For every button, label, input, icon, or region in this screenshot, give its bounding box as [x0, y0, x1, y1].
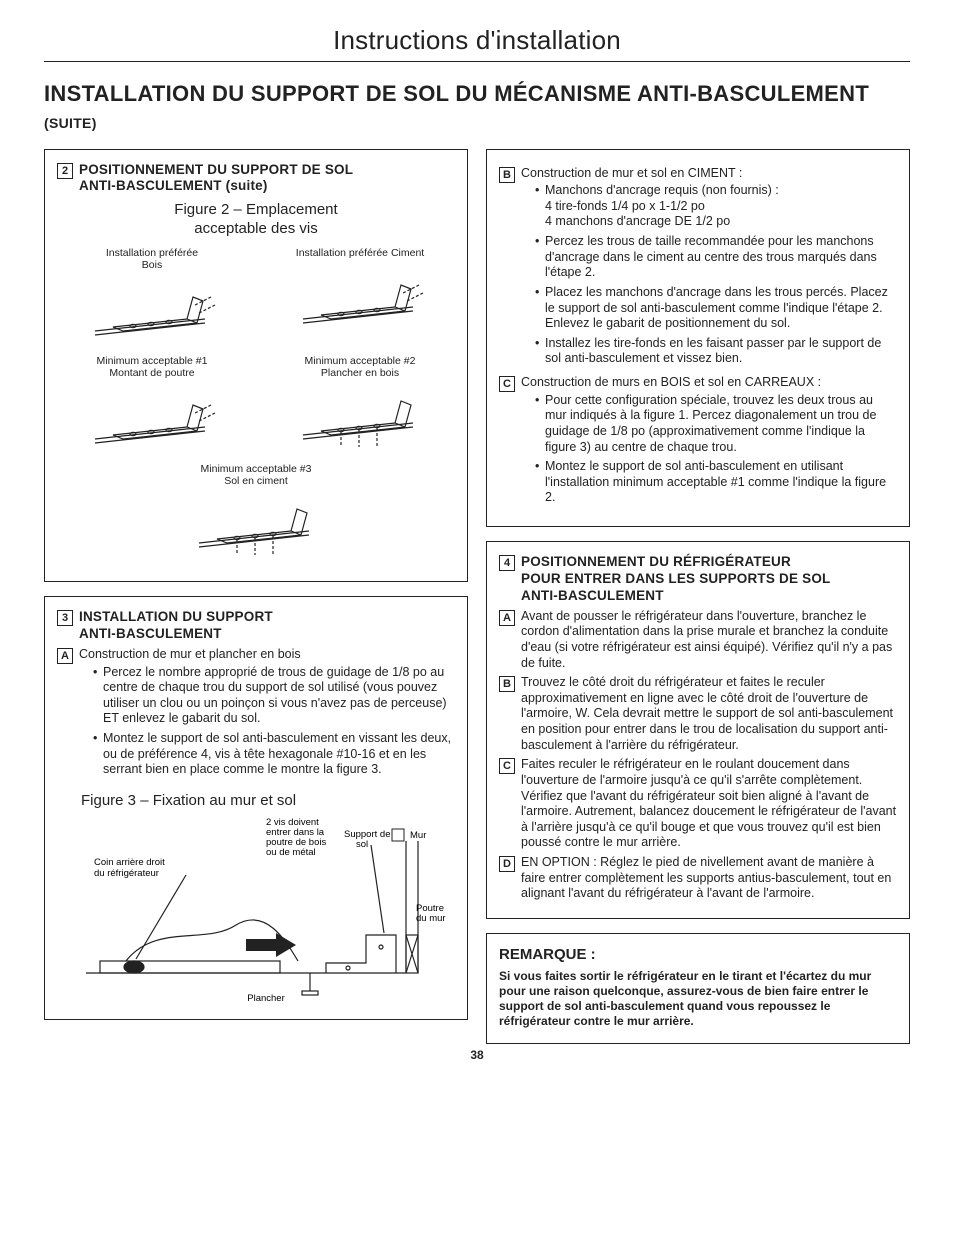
main-heading: INSTALLATION DU SUPPORT DE SOL DU MÉCANI… — [44, 80, 910, 135]
remark-head: REMARQUE : — [499, 946, 897, 965]
title-rule — [44, 61, 910, 62]
fig3-stud-label: Poutre du mur — [416, 903, 446, 924]
bracket-min3-icon — [181, 491, 331, 563]
step3-panel: 3 INSTALLATION DU SUPPORT ANTI-BASCULEME… — [44, 596, 468, 1020]
columns: 2 POSITIONNEMENT DU SUPPORT DE SOL ANTI-… — [44, 149, 910, 1044]
bullet-item: Montez le support de sol anti-basculemen… — [93, 731, 455, 778]
step4-B: B Trouvez le côté droit du réfrigérateur… — [499, 675, 897, 753]
step3-B: B Construction de mur et sol en CIMENT :… — [499, 166, 897, 372]
step4-C-text: Faites reculer le réfrigérateur en le ro… — [521, 757, 897, 851]
step4-C: C Faites reculer le réfrigérateur en le … — [499, 757, 897, 851]
bracket-pref-ciment-icon — [285, 263, 435, 335]
bracket-min1-icon — [77, 383, 227, 455]
step4-D-text: EN OPTION : Réglez le pied de nivellemen… — [521, 855, 897, 902]
step4-A-letter: A — [499, 610, 515, 626]
label-min3: Minimum acceptable #3 Sol en ciment — [57, 463, 455, 487]
step3-C: C Construction de murs en BOIS et sol en… — [499, 375, 897, 510]
label-min1: Minimum acceptable #1 Montant de poutre — [57, 355, 247, 379]
bullet-item: Placez les manchons d'ancrage dans les t… — [535, 285, 897, 332]
figure2-caption: Figure 2 – Emplacement acceptable des vi… — [57, 201, 455, 239]
step4-title-l1: POSITIONNEMENT DU RÉFRIGÉRATEUR — [521, 554, 831, 571]
step4-title-l3: ANTI-BASCULEMENT — [521, 588, 831, 605]
step4-number: 4 — [499, 555, 515, 571]
step2-head: 2 POSITIONNEMENT DU SUPPORT DE SOL ANTI-… — [57, 162, 455, 196]
step4-A-text: Avant de pousser le réfrigérateur dans l… — [521, 609, 897, 672]
bullet-item: Installez les tire-fonds en les faisant … — [535, 336, 897, 367]
step2-title-l2: ANTI-BASCULEMENT (suite) — [79, 178, 353, 195]
step4-D-letter: D — [499, 856, 515, 872]
step3-B-letter: B — [499, 167, 515, 183]
bracket-min2-icon — [285, 383, 435, 455]
bracket-grid: Installation préférée Bois Installation … — [57, 247, 455, 459]
remark-panel: REMARQUE : Si vous faites sortir le réfr… — [486, 933, 910, 1044]
bullet-item: Manchons d'ancrage requis (non fournis) … — [535, 183, 897, 230]
step3-B-bullets: Manchons d'ancrage requis (non fournis) … — [521, 183, 897, 367]
label-pref-ciment: Installation préférée Ciment — [265, 247, 455, 259]
step4-B-letter: B — [499, 676, 515, 692]
main-heading-suite: (SUITE) — [44, 115, 97, 131]
step3-number: 3 — [57, 610, 73, 626]
bullet-item: Montez le support de sol anti-basculemen… — [535, 459, 897, 506]
bracket-pref-bois-icon — [77, 275, 227, 347]
bullet-item: Pour cette configuration spéciale, trouv… — [535, 393, 897, 456]
fig3-support-label: Support de sol — [344, 829, 393, 850]
step4-head: 4 POSITIONNEMENT DU RÉFRIGÉRATEUR POUR E… — [499, 554, 897, 605]
fig3-floor-label: Plancher — [247, 993, 285, 1004]
svg-text:Mur: Mur — [410, 830, 426, 841]
bullet-item: Percez le nombre approprié de trous de g… — [93, 665, 455, 728]
right-column: B Construction de mur et sol en CIMENT :… — [486, 149, 910, 1044]
step4-panel: 4 POSITIONNEMENT DU RÉFRIGÉRATEUR POUR E… — [486, 541, 910, 919]
step4-B-text: Trouvez le côté droit du réfrigérateur e… — [521, 675, 897, 753]
page-number: 38 — [44, 1048, 910, 1063]
step3-C-lead: Construction de murs en BOIS et sol en C… — [521, 375, 897, 391]
figure3-title: Figure 3 – Fixation au mur et sol — [81, 792, 455, 811]
step3-head: 3 INSTALLATION DU SUPPORT ANTI-BASCULEME… — [57, 609, 455, 643]
step2-title-l1: POSITIONNEMENT DU SUPPORT DE SOL — [79, 162, 353, 179]
remark-body: Si vous faites sortir le réfrigérateur e… — [499, 969, 897, 1029]
fig3-twoscrew-label: 2 vis doivent entrer dans la poutre de b… — [266, 817, 329, 858]
step3-C-letter: C — [499, 376, 515, 392]
bullet-item: Percez les trous de taille recommandée p… — [535, 234, 897, 281]
step3-title-l2: ANTI-BASCULEMENT — [79, 626, 273, 643]
step3-right-panel: B Construction de mur et sol en CIMENT :… — [486, 149, 910, 528]
step4-title-l2: POUR ENTRER DANS LES SUPPORTS DE SOL — [521, 571, 831, 588]
step3-A-bullets: Percez le nombre approprié de trous de g… — [79, 665, 455, 778]
fig3-wall-label-group: Mur — [392, 829, 426, 841]
left-column: 2 POSITIONNEMENT DU SUPPORT DE SOL ANTI-… — [44, 149, 468, 1044]
label-min2: Minimum acceptable #2 Plancher en bois — [265, 355, 455, 379]
bracket-min3-block: Minimum acceptable #3 Sol en ciment — [57, 463, 455, 563]
step4-C-letter: C — [499, 758, 515, 774]
step2-panel: 2 POSITIONNEMENT DU SUPPORT DE SOL ANTI-… — [44, 149, 468, 583]
fig3-corner-label: Coin arrière droit du réfrigérateur — [94, 857, 167, 879]
step3-title-l1: INSTALLATION DU SUPPORT — [79, 609, 273, 626]
page-title: Instructions d'installation — [44, 24, 910, 57]
label-pref-bois: Installation préférée Bois — [57, 247, 247, 271]
step3-A: A Construction de mur et plancher en boi… — [57, 647, 455, 782]
main-heading-text: INSTALLATION DU SUPPORT DE SOL DU MÉCANI… — [44, 81, 869, 106]
step3-C-bullets: Pour cette configuration spéciale, trouv… — [521, 393, 897, 506]
step2-number: 2 — [57, 163, 73, 179]
step4-A: A Avant de pousser le réfrigérateur dans… — [499, 609, 897, 672]
step3-A-lead: Construction de mur et plancher en bois — [79, 647, 455, 663]
step3-A-letter: A — [57, 648, 73, 664]
step4-D: D EN OPTION : Réglez le pied de nivellem… — [499, 855, 897, 902]
figure3-diagram: Coin arrière droit du réfrigérateur 2 vi… — [66, 815, 446, 1005]
step3-B-lead: Construction de mur et sol en CIMENT : — [521, 166, 897, 182]
